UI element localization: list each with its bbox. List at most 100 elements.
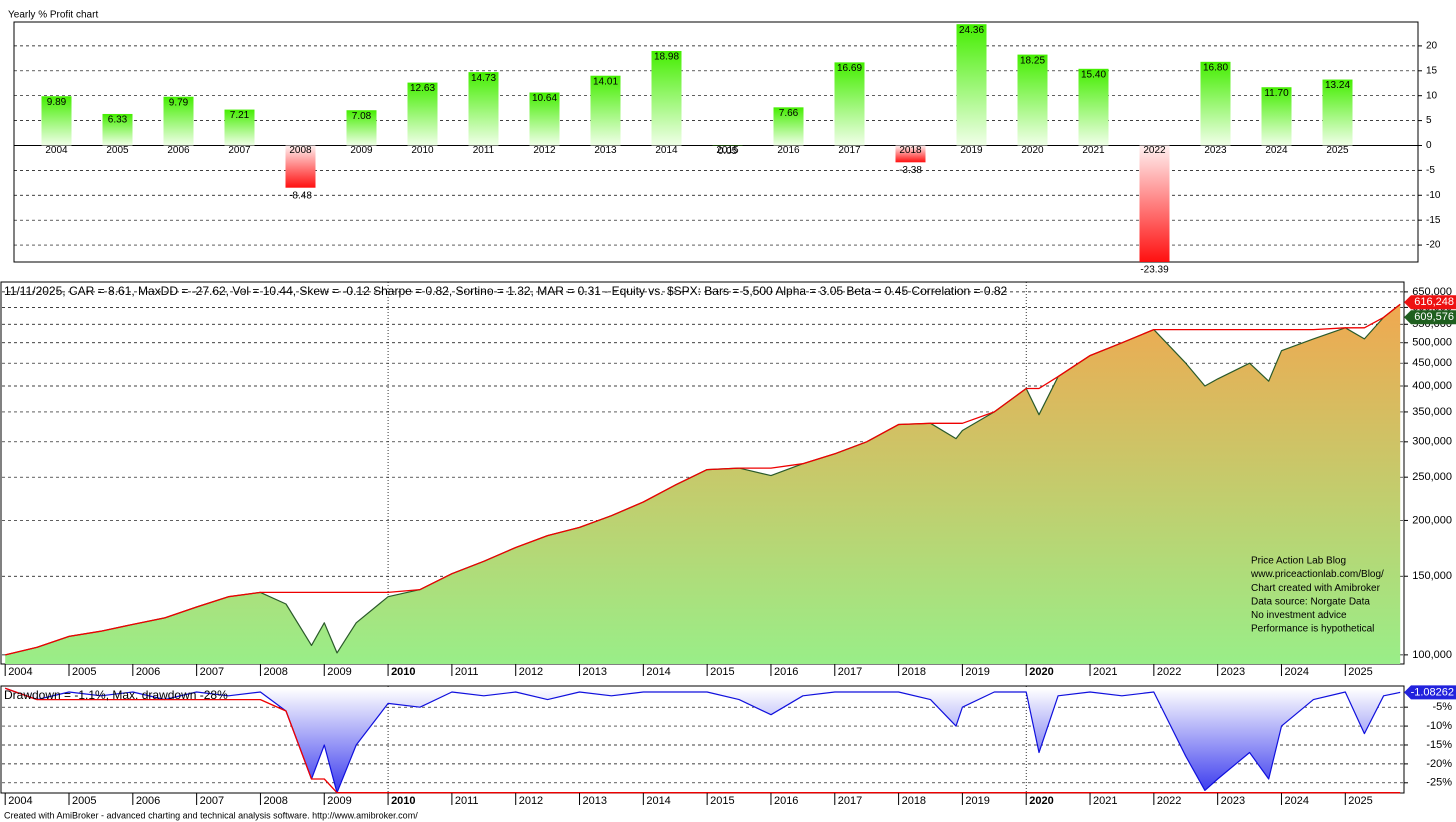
- y-tick-label: 500,000: [1412, 337, 1452, 349]
- x-tick-label: 2016: [777, 145, 800, 156]
- x-tick-label: 2011: [455, 666, 479, 678]
- x-tick-label: 2013: [583, 666, 607, 678]
- bar: [407, 82, 438, 146]
- x-tick-label: 2015: [710, 795, 734, 807]
- y-tick-label: -20%: [1426, 758, 1452, 770]
- x-tick-label: 2012: [533, 145, 556, 156]
- x-tick-label: 2017: [838, 795, 862, 807]
- value-tag-label: 616,248: [1414, 296, 1454, 308]
- bar: [895, 145, 926, 163]
- y-tick-label: 350,000: [1412, 406, 1452, 418]
- x-tick-label: 2004: [45, 145, 68, 156]
- x-tick-label: 2021: [1082, 145, 1105, 156]
- y-tick-label: 200,000: [1412, 514, 1452, 526]
- annotation: www.priceactionlab.com/Blog/: [1250, 569, 1384, 580]
- x-tick-label: 2005: [72, 666, 96, 678]
- y-tick-label: 15: [1426, 65, 1438, 76]
- x-tick-label: 2012: [519, 666, 543, 678]
- x-tick-label: 2013: [594, 145, 617, 156]
- x-tick-label: 2013: [583, 795, 607, 807]
- area-fill: [5, 304, 1401, 664]
- x-tick-label: 2018: [902, 795, 926, 807]
- annotation: No investment advice: [1251, 610, 1347, 621]
- value-label: 7.21: [230, 110, 250, 121]
- y-tick-label: 650,000: [1412, 286, 1452, 298]
- x-tick-label: 2015: [716, 145, 739, 156]
- x-tick-label: 2006: [167, 145, 190, 156]
- value-label: 10.64: [532, 93, 557, 104]
- x-tick-label: 2019: [965, 795, 989, 807]
- value-label: -8.48: [289, 190, 312, 201]
- y-tick-label: 150,000: [1412, 570, 1452, 582]
- x-tick-label: 2024: [1265, 145, 1288, 156]
- bar: [102, 113, 133, 146]
- x-tick-label: 2007: [228, 145, 251, 156]
- x-tick-label: 2007: [200, 795, 224, 807]
- bar: [346, 110, 377, 146]
- value-label: -23.39: [1140, 265, 1169, 276]
- x-tick-label: 2010: [391, 795, 415, 807]
- reference-line: [5, 303, 1401, 656]
- x-tick-label: 2006: [136, 666, 160, 678]
- value-label: 6.33: [108, 115, 128, 126]
- plot-frame: [13, 21, 1419, 263]
- x-tick-label: 2017: [838, 145, 861, 156]
- bar: [590, 75, 621, 146]
- x-tick-label: 2008: [263, 795, 287, 807]
- value-tag-label: 609,576: [1414, 311, 1454, 323]
- value-tag-label: -1.08262: [1411, 686, 1454, 698]
- bar: [285, 145, 316, 188]
- x-tick-label: 2008: [289, 145, 312, 156]
- y-tick-label: -15: [1426, 215, 1441, 226]
- bar: [1017, 54, 1048, 146]
- annotation: Price Action Lab Blog: [1251, 556, 1346, 567]
- y-tick-label: -25%: [1426, 777, 1452, 789]
- value-label: 11.70: [1264, 88, 1289, 99]
- series-line: [4, 687, 1401, 794]
- x-tick-label: 2023: [1221, 795, 1245, 807]
- annotation: Data source: Norgate Data: [1251, 596, 1370, 607]
- x-tick-label: 2018: [902, 666, 926, 678]
- y-tick-label: -10%: [1426, 720, 1452, 732]
- x-tick-label: 2011: [455, 795, 479, 807]
- y-tick-label: 20: [1426, 41, 1438, 52]
- y-tick-label: 250,000: [1412, 471, 1452, 483]
- x-tick-label: 2025: [1348, 666, 1372, 678]
- value-label: 18.25: [1020, 55, 1045, 66]
- value-label: 14.01: [593, 76, 618, 87]
- series-line: [5, 303, 1401, 656]
- x-tick-label: 2008: [263, 666, 287, 678]
- bar: [773, 107, 804, 146]
- value-label: 15.40: [1081, 69, 1106, 80]
- x-tick-label: 2020: [1029, 795, 1053, 807]
- value-label: 9.79: [169, 97, 189, 108]
- x-tick-label: 2005: [72, 795, 96, 807]
- y-tick-label: -15%: [1426, 739, 1452, 751]
- x-tick-label: 2022: [1157, 666, 1181, 678]
- x-tick-label: 2025: [1348, 795, 1372, 807]
- x-tick-label: 2014: [655, 145, 678, 156]
- reference-line: [4, 687, 1401, 794]
- bar: [468, 72, 499, 146]
- bar: [41, 96, 72, 146]
- bar: [1078, 68, 1109, 146]
- value-label: 7.66: [779, 108, 799, 119]
- y-tick-label: 10: [1426, 90, 1438, 101]
- bar: [651, 50, 682, 146]
- bar: [224, 109, 255, 146]
- value-tag: [1404, 295, 1456, 310]
- x-tick-label: 2005: [106, 145, 129, 156]
- x-tick-label: 2011: [473, 145, 495, 156]
- value-label: 13.24: [1325, 80, 1350, 91]
- bar: [1139, 145, 1170, 262]
- value-label: -3.38: [899, 165, 922, 176]
- x-tick-label: 2022: [1143, 145, 1166, 156]
- footer: Created with AmiBroker - advanced charti…: [4, 810, 418, 820]
- x-tick-label: 2004: [8, 795, 32, 807]
- annotation: Performance is hypothetical: [1251, 624, 1374, 635]
- y-tick-label: 5: [1426, 115, 1432, 126]
- annotation: Chart created with Amibroker: [1251, 583, 1381, 594]
- y-tick-label: 300,000: [1412, 436, 1452, 448]
- x-tick-label: 2014: [646, 795, 670, 807]
